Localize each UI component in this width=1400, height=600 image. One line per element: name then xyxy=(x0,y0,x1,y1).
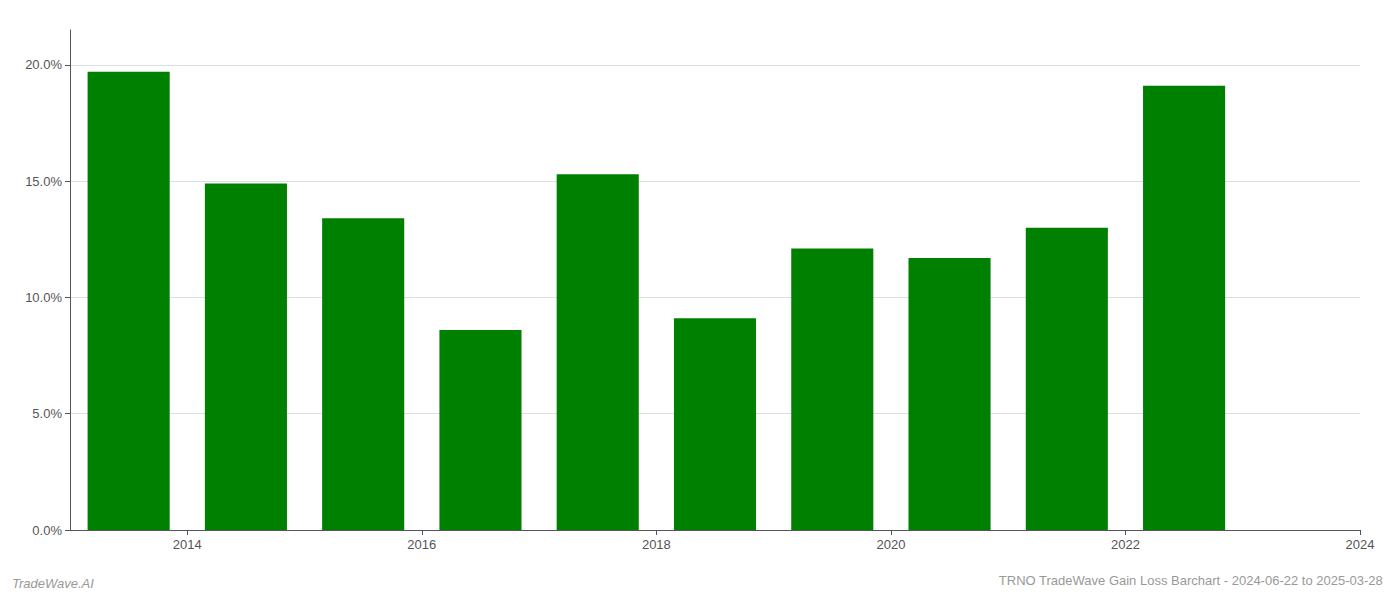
svg-text:TradeWave.AI: TradeWave.AI xyxy=(12,576,94,591)
svg-text:0.0%: 0.0% xyxy=(32,523,62,538)
svg-text:10.0%: 10.0% xyxy=(25,290,62,305)
svg-text:2014: 2014 xyxy=(173,537,202,552)
svg-text:5.0%: 5.0% xyxy=(32,406,62,421)
svg-text:20.0%: 20.0% xyxy=(25,57,62,72)
svg-text:2024: 2024 xyxy=(1346,537,1375,552)
svg-text:2016: 2016 xyxy=(407,537,436,552)
svg-text:15.0%: 15.0% xyxy=(25,174,62,189)
svg-text:2018: 2018 xyxy=(642,537,671,552)
svg-text:2022: 2022 xyxy=(1111,537,1140,552)
svg-text:TRNO TradeWave Gain Loss Barch: TRNO TradeWave Gain Loss Barchart - 2024… xyxy=(999,573,1383,588)
svg-text:2020: 2020 xyxy=(876,537,905,552)
